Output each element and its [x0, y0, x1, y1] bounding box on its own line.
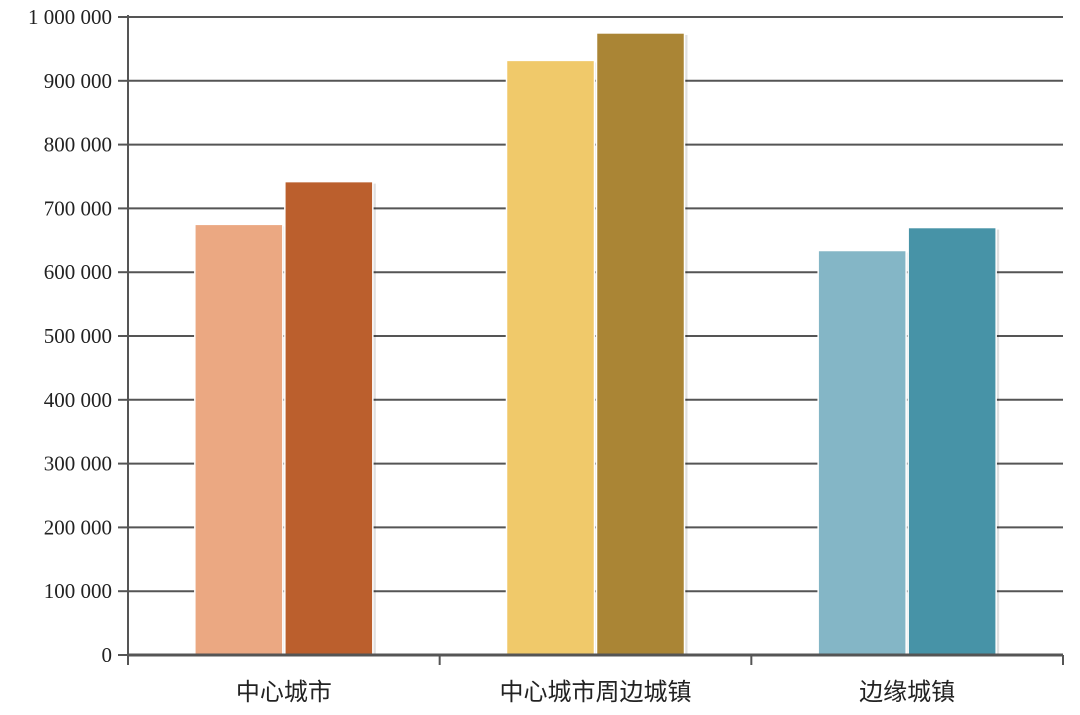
y-tick-label: 0 — [102, 643, 113, 667]
y-tick-label: 100 000 — [44, 579, 112, 603]
y-tick-label: 200 000 — [44, 515, 112, 539]
bar — [595, 32, 686, 656]
label-layer: 0 100 000 200 000 300 000 400 000 500 000 600 … — [28, 5, 955, 706]
bar — [907, 226, 997, 656]
bar-layer — [194, 32, 1000, 656]
y-tick-label: 400 000 — [44, 388, 112, 412]
y-tick-label: 300 000 — [44, 452, 112, 476]
bar — [817, 249, 907, 656]
x-tick-label: 边缘城镇 — [859, 678, 955, 706]
y-tick-label: 800 000 — [44, 133, 112, 157]
bar — [284, 180, 374, 656]
x-tick-label: 中心城市周边城镇 — [500, 678, 692, 706]
y-tick-label: 500 000 — [44, 324, 112, 348]
bar — [194, 223, 284, 656]
y-tick-label: 1 000 000 — [28, 5, 112, 29]
y-tick-label: 700 000 — [44, 196, 112, 220]
bar — [505, 59, 596, 656]
y-tick-label: 900 000 — [44, 69, 112, 93]
grid-layer — [128, 16, 1063, 593]
axis-layer — [118, 15, 1064, 665]
y-tick-label: 600 000 — [44, 260, 112, 284]
x-tick-label: 中心城市 — [236, 678, 332, 706]
